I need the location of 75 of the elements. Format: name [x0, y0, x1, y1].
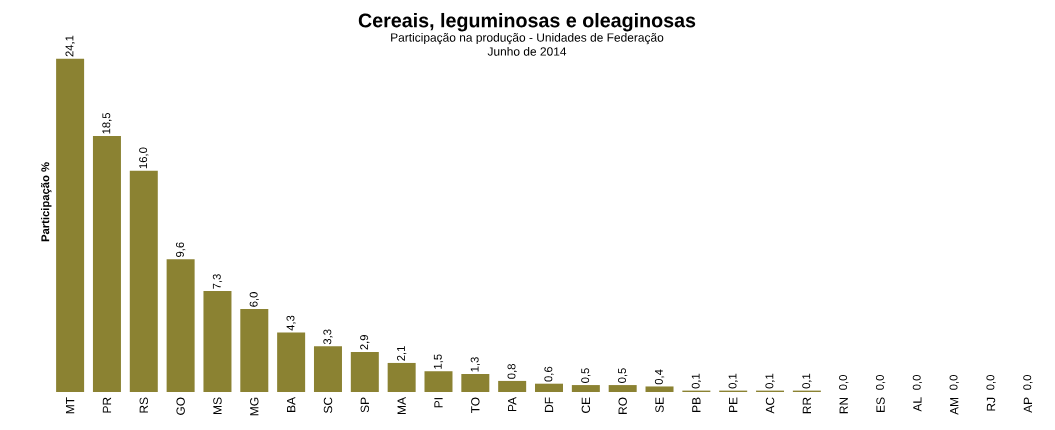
bar: [645, 386, 674, 392]
bar: [350, 351, 379, 392]
bar: [498, 380, 527, 392]
bar: [277, 332, 306, 392]
bar: [166, 259, 195, 392]
bar: [461, 374, 490, 392]
bar: [313, 346, 342, 392]
data-label: 0,0: [1023, 375, 1033, 390]
data-label: 1,5: [433, 354, 444, 369]
bar: [387, 362, 416, 392]
bar: [203, 291, 232, 392]
data-label: 7,3: [212, 274, 223, 289]
x-tick-label: SP: [360, 397, 370, 413]
x-tick-label: AC: [765, 397, 775, 414]
x-tick-label: MG: [250, 397, 259, 416]
x-tick-label: PE: [729, 397, 738, 412]
x-tick-label: DF: [544, 397, 554, 412]
x-tick-label: MT: [66, 397, 75, 414]
data-label: 6,0: [249, 292, 259, 307]
data-label: 0,4: [654, 369, 665, 385]
data-label: 0,0: [949, 375, 959, 390]
data-label: 0,0: [912, 375, 923, 390]
chart-title: Cereais, leguminosas e oleaginosas: [358, 12, 696, 32]
bar: [56, 58, 85, 392]
x-tick-label: MA: [397, 396, 406, 414]
data-label: 0,8: [507, 364, 517, 379]
data-label: 4,3: [286, 315, 296, 331]
data-label: 0,1: [728, 373, 738, 389]
bar: [424, 371, 453, 392]
data-label: 1,3: [470, 357, 480, 372]
bar: [240, 309, 269, 392]
data-label: 0,1: [691, 373, 701, 389]
x-tick-label: PR: [102, 397, 112, 413]
data-label: 0,1: [765, 373, 775, 389]
bar: [571, 385, 600, 392]
data-label: 2,1: [397, 346, 407, 361]
data-label: 0,1: [802, 373, 812, 389]
x-tick-label: GO: [176, 397, 185, 415]
text: Junho de 2014: [487, 46, 567, 56]
data-label: 24,1: [65, 35, 75, 57]
x-tick-label: AL: [913, 397, 922, 412]
x-tick-label: RN: [839, 397, 848, 414]
x-tick-label: PB: [692, 397, 701, 412]
bar: [92, 136, 121, 392]
x-tick-label: CE: [581, 397, 591, 413]
x-tick-label: SE: [655, 397, 664, 413]
data-label: 2,9: [360, 335, 370, 350]
data-label: 0,0: [875, 375, 886, 390]
x-tick-label: AP: [1023, 397, 1033, 413]
data-label: 3,3: [323, 329, 333, 345]
x-tick-label: PI: [434, 398, 443, 408]
data-label: 18,5: [102, 113, 112, 134]
bar: [608, 385, 637, 392]
chart-subtitle: Participação na produção - Unidades de Federação: [391, 32, 664, 45]
data-label: 0,0: [986, 375, 996, 390]
data-label: 0,0: [839, 375, 849, 390]
y-axis-title: Participação %: [40, 162, 52, 242]
x-tick-label: BA: [287, 396, 296, 412]
x-tick-label: TO: [471, 397, 480, 414]
x-tick-label: MS: [213, 397, 222, 414]
data-label: 9,6: [175, 242, 186, 257]
x-tick-label: RJ: [986, 397, 996, 411]
bar: [129, 170, 158, 392]
bar: [535, 383, 563, 392]
data-label: 0,5: [581, 368, 591, 383]
data-label: 16,0: [139, 147, 149, 169]
data-label: 0,6: [544, 366, 554, 382]
x-tick-label: PA: [508, 396, 517, 412]
x-tick-label: RS: [139, 397, 149, 413]
x-tick-label: RR: [802, 397, 811, 414]
x-tick-label: SC: [323, 397, 333, 413]
x-tick-label: RO: [618, 397, 627, 414]
x-tick-label: ES: [876, 397, 885, 412]
data-label: 0,5: [618, 368, 628, 383]
x-tick-label: AM: [950, 397, 959, 415]
